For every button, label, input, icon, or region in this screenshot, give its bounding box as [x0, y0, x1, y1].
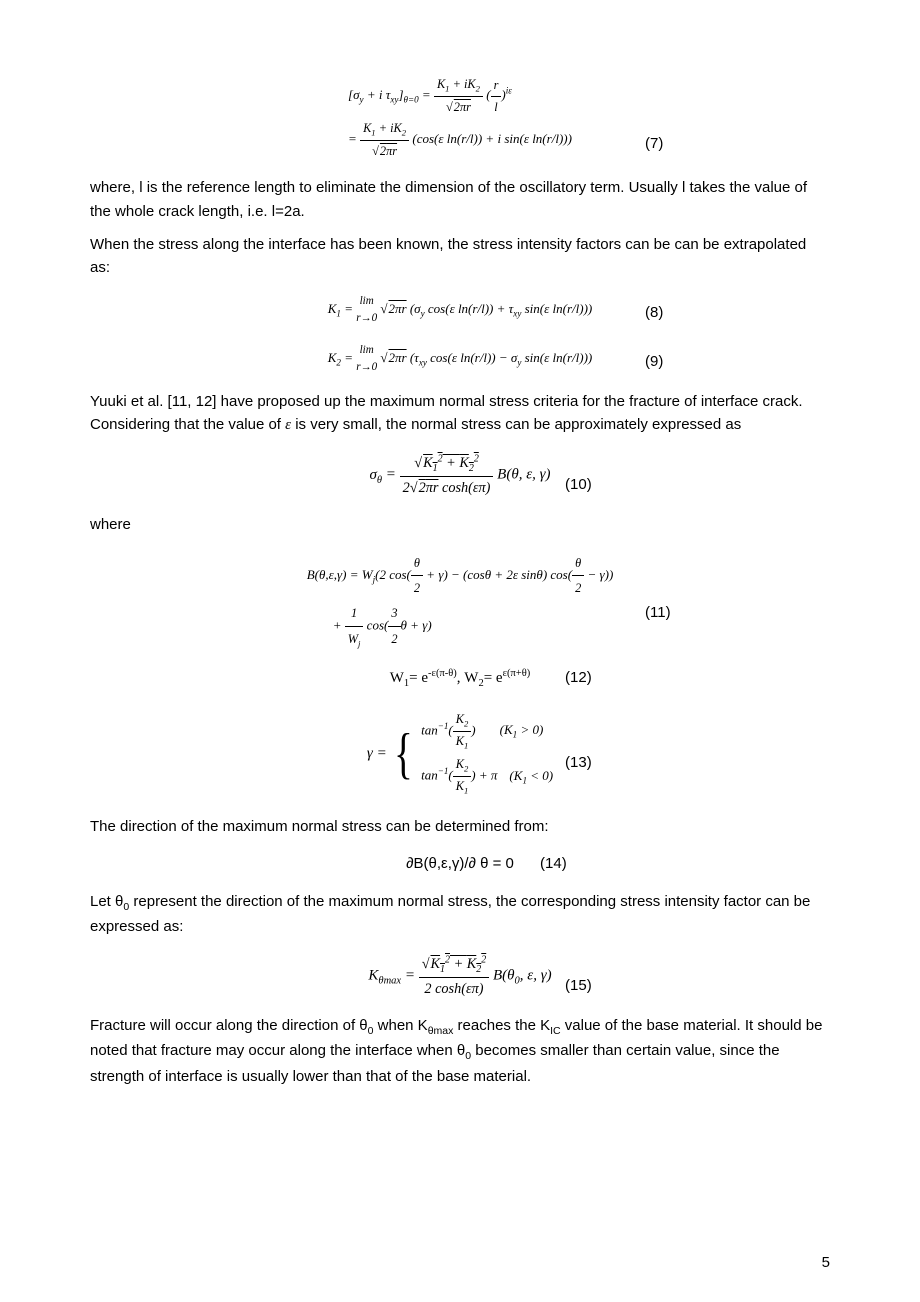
- equation-11: B(θ,ε,γ) = Wj(2 cos(θ2 + γ) − (cosθ + 2ε…: [90, 551, 830, 653]
- equation-15: Kθmax = K12 + K22 2 cosh(επ) B(θ0, ε, γ)…: [90, 952, 830, 1000]
- eq7-num: 7: [650, 135, 658, 152]
- paragraph-7: Fracture will occur along the direction …: [90, 1014, 830, 1088]
- eq9-num: 9: [650, 353, 658, 370]
- equation-number: (11): [645, 601, 671, 624]
- eq10-num: 10: [570, 476, 587, 493]
- eq8-num: 8: [650, 304, 658, 321]
- paragraph-3: Yuuki et al. [11, 12] have proposed up t…: [90, 390, 830, 438]
- equation-number: (13): [565, 751, 592, 774]
- paragraph-2: When the stress along the interface has …: [90, 233, 830, 280]
- paragraph-4: where: [90, 513, 830, 536]
- equation-number: (8): [645, 301, 663, 324]
- paragraph-5: The direction of the maximum normal stre…: [90, 815, 830, 838]
- equation-7: [σy + i τxy]θ=0 = K1 + iK22πr (rl)iε = K…: [90, 74, 830, 162]
- equation-9: K2 = limr→0 2πr (τxy cos(ε ln(r/l)) − σy…: [90, 342, 830, 376]
- page-number: 5: [822, 1251, 830, 1274]
- eq13-num: 13: [570, 754, 587, 771]
- equation-14: ∂B(θ,ε,γ)/∂ θ = 0 (14): [90, 852, 830, 875]
- eq12-num: 12: [570, 669, 587, 686]
- equation-number: (14): [540, 852, 567, 875]
- equation-number: (15): [565, 974, 592, 997]
- paragraph-1: where, l is the reference length to elim…: [90, 176, 830, 223]
- equation-12: W1= e-ε(π-θ), W2= eε(π+θ) (12): [90, 666, 830, 692]
- para3-b: is very small, the normal stress can be …: [291, 416, 741, 433]
- eq14-text: ∂B(θ,ε,γ)/∂ θ = 0: [406, 855, 514, 872]
- equation-10: σθ = K12 + K22 22πr cosh(επ) B(θ, ε, γ) …: [90, 451, 830, 499]
- equation-number: (7): [645, 132, 663, 155]
- eq14-num: 14: [545, 855, 562, 872]
- equation-number: (12): [565, 666, 592, 689]
- equation-number: (9): [645, 350, 663, 373]
- eq11-num: 11: [650, 604, 666, 621]
- equation-8: K1 = limr→0 2πr (σy cos(ε ln(r/l)) + τxy…: [90, 293, 830, 327]
- paragraph-6: Let θ0 represent the direction of the ma…: [90, 890, 830, 939]
- equation-13: γ = { tan−1(K2K1)(K1 > 0) tan−1(K2K1) + …: [90, 707, 830, 801]
- equation-number: (10): [565, 473, 592, 496]
- eq15-num: 15: [570, 977, 587, 994]
